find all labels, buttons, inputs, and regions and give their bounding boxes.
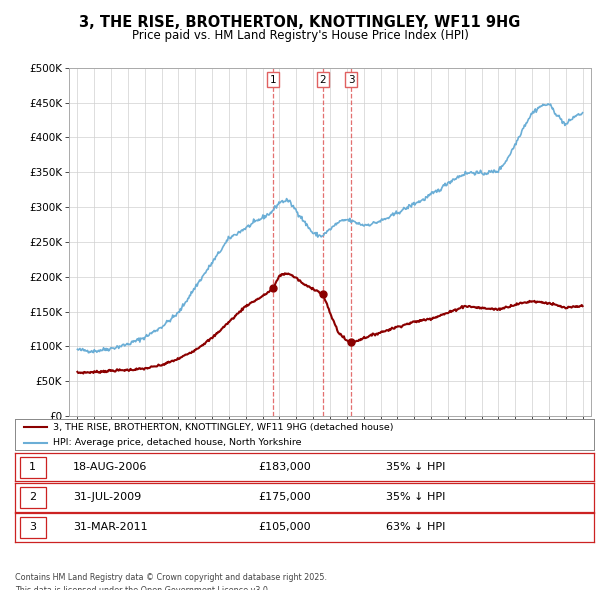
Text: Contains HM Land Registry data © Crown copyright and database right 2025.: Contains HM Land Registry data © Crown c… — [15, 573, 327, 582]
Text: 3: 3 — [348, 75, 355, 85]
Text: 31-JUL-2009: 31-JUL-2009 — [73, 493, 141, 502]
Text: 35% ↓ HPI: 35% ↓ HPI — [386, 463, 445, 472]
Text: 18-AUG-2006: 18-AUG-2006 — [73, 463, 147, 472]
FancyBboxPatch shape — [20, 457, 46, 478]
Text: 1: 1 — [29, 463, 36, 472]
FancyBboxPatch shape — [20, 517, 46, 538]
Text: Price paid vs. HM Land Registry's House Price Index (HPI): Price paid vs. HM Land Registry's House … — [131, 30, 469, 42]
Text: 3, THE RISE, BROTHERTON, KNOTTINGLEY, WF11 9HG (detached house): 3, THE RISE, BROTHERTON, KNOTTINGLEY, WF… — [53, 422, 393, 432]
Text: £183,000: £183,000 — [258, 463, 311, 472]
Text: 2: 2 — [320, 75, 326, 85]
Text: £175,000: £175,000 — [258, 493, 311, 502]
Text: £105,000: £105,000 — [258, 523, 311, 532]
Text: 1: 1 — [270, 75, 277, 85]
Text: 31-MAR-2011: 31-MAR-2011 — [73, 523, 148, 532]
Text: 2: 2 — [29, 493, 36, 502]
Text: 3, THE RISE, BROTHERTON, KNOTTINGLEY, WF11 9HG: 3, THE RISE, BROTHERTON, KNOTTINGLEY, WF… — [79, 15, 521, 30]
Text: 63% ↓ HPI: 63% ↓ HPI — [386, 523, 445, 532]
Text: This data is licensed under the Open Government Licence v3.0.: This data is licensed under the Open Gov… — [15, 586, 271, 590]
Text: HPI: Average price, detached house, North Yorkshire: HPI: Average price, detached house, Nort… — [53, 438, 301, 447]
Text: 3: 3 — [29, 523, 36, 532]
FancyBboxPatch shape — [20, 487, 46, 508]
Text: 35% ↓ HPI: 35% ↓ HPI — [386, 493, 445, 502]
